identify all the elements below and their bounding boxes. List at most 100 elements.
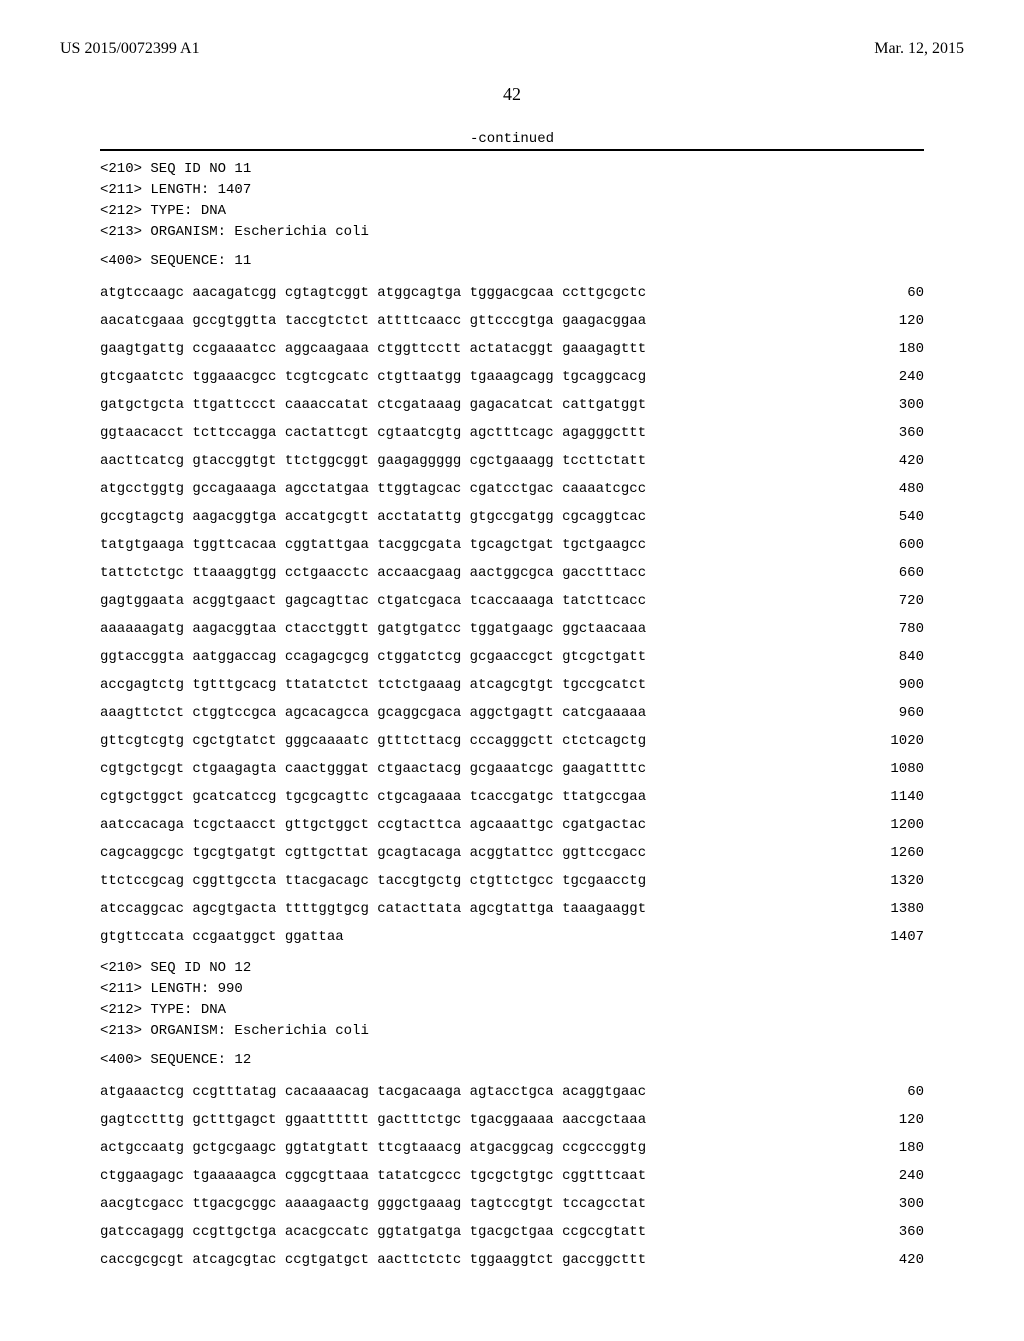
sequence-position: 360: [874, 426, 924, 440]
sequence-position: 360: [874, 1225, 924, 1239]
page: US 2015/0072399 A1 Mar. 12, 2015 42 -con…: [0, 0, 1024, 1341]
sequence-position: 720: [874, 594, 924, 608]
sequence-position: 120: [874, 314, 924, 328]
sequence-groups: gatgctgcta ttgattccct caaaccatat ctcgata…: [100, 398, 646, 412]
sequence-row: aacgtcgacc ttgacgcggc aaaagaactg gggctga…: [100, 1197, 924, 1211]
sequence-groups: ctggaagagc tgaaaaagca cggcgttaaa tatatcg…: [100, 1169, 646, 1183]
content: -continued <210> SEQ ID NO 11 <211> LENG…: [100, 131, 924, 1267]
sequence-row: caccgcgcgt atcagcgtac ccgtgatgct aacttct…: [100, 1253, 924, 1267]
sequence-groups: ttctccgcag cggttgccta ttacgacagc taccgtg…: [100, 874, 646, 888]
page-number: 42: [60, 84, 964, 105]
sequence-row: gccgtagctg aagacggtga accatgcgtt acctata…: [100, 510, 924, 524]
sequence-groups: ggtaacacct tcttccagga cactattcgt cgtaatc…: [100, 426, 646, 440]
continued-label: -continued: [100, 131, 924, 147]
sequence-position: 600: [874, 538, 924, 552]
seq11-title: <400> SEQUENCE: 11: [100, 251, 924, 272]
sequence-groups: aacatcgaaa gccgtggtta taccgtctct attttca…: [100, 314, 646, 328]
sequence-row: gatccagagg ccgttgctga acacgccatc ggtatga…: [100, 1225, 924, 1239]
sequence-groups: cgtgctgcgt ctgaagagta caactgggat ctgaact…: [100, 762, 646, 776]
sequence-row: gaagtgattg ccgaaaatcc aggcaagaaa ctggttc…: [100, 342, 924, 356]
sequence-position: 1140: [874, 790, 924, 804]
sequence-row: ctggaagagc tgaaaaagca cggcgttaaa tatatcg…: [100, 1169, 924, 1183]
sequence-position: 300: [874, 1197, 924, 1211]
sequence-row: atgtccaagc aacagatcgg cgtagtcggt atggcag…: [100, 286, 924, 300]
sequence-position: 960: [874, 706, 924, 720]
sequence-row: cgtgctggct gcatcatccg tgcgcagttc ctgcaga…: [100, 790, 924, 804]
sequence-row: aaaaaagatg aagacggtaa ctacctggtt gatgtga…: [100, 622, 924, 636]
sequence-groups: aaaaaagatg aagacggtaa ctacctggtt gatgtga…: [100, 622, 646, 636]
sequence-position: 300: [874, 398, 924, 412]
publication-number: US 2015/0072399 A1: [60, 40, 200, 58]
sequence-position: 1407: [874, 930, 924, 944]
sequence-position: 1080: [874, 762, 924, 776]
sequence-groups: gtgttccata ccgaatggct ggattaa: [100, 930, 344, 944]
sequence-position: 240: [874, 370, 924, 384]
sequence-groups: atgaaactcg ccgtttatag cacaaaacag tacgaca…: [100, 1085, 646, 1099]
divider-top: [100, 149, 924, 151]
sequence-row: tattctctgc ttaaaggtgg cctgaacctc accaacg…: [100, 566, 924, 580]
sequence-position: 1260: [874, 846, 924, 860]
sequence-row: gagtcctttg gctttgagct ggaatttttt gactttc…: [100, 1113, 924, 1127]
sequence-row: accgagtctg tgtttgcacg ttatatctct tctctga…: [100, 678, 924, 692]
sequence-position: 780: [874, 622, 924, 636]
sequence-groups: accgagtctg tgtttgcacg ttatatctct tctctga…: [100, 678, 646, 692]
sequence-position: 480: [874, 482, 924, 496]
sequence-groups: gtcgaatctc tggaaacgcc tcgtcgcatc ctgttaa…: [100, 370, 646, 384]
sequence-groups: gccgtagctg aagacggtga accatgcgtt acctata…: [100, 510, 646, 524]
seq11-meta: <210> SEQ ID NO 11 <211> LENGTH: 1407 <2…: [100, 159, 924, 243]
sequence-position: 540: [874, 510, 924, 524]
sequence-groups: tattctctgc ttaaaggtgg cctgaacctc accaacg…: [100, 566, 646, 580]
sequence-row: gtcgaatctc tggaaacgcc tcgtcgcatc ctgttaa…: [100, 370, 924, 384]
seq11-rows: atgtccaagc aacagatcgg cgtagtcggt atggcag…: [100, 286, 924, 944]
sequence-groups: gatccagagg ccgttgctga acacgccatc ggtatga…: [100, 1225, 646, 1239]
sequence-position: 420: [874, 1253, 924, 1267]
sequence-groups: atccaggcac agcgtgacta ttttggtgcg catactt…: [100, 902, 646, 916]
sequence-position: 60: [874, 1085, 924, 1099]
sequence-groups: gaagtgattg ccgaaaatcc aggcaagaaa ctggttc…: [100, 342, 646, 356]
sequence-groups: atgcctggtg gccagaaaga agcctatgaa ttggtag…: [100, 482, 646, 496]
sequence-row: aacatcgaaa gccgtggtta taccgtctct attttca…: [100, 314, 924, 328]
sequence-position: 420: [874, 454, 924, 468]
sequence-row: gtgttccata ccgaatggct ggattaa 1407: [100, 930, 924, 944]
sequence-groups: gagtggaata acggtgaact gagcagttac ctgatcg…: [100, 594, 646, 608]
sequence-row: aatccacaga tcgctaacct gttgctggct ccgtact…: [100, 818, 924, 832]
sequence-row: cgtgctgcgt ctgaagagta caactgggat ctgaact…: [100, 762, 924, 776]
sequence-position: 1200: [874, 818, 924, 832]
sequence-groups: cagcaggcgc tgcgtgatgt cgttgcttat gcagtac…: [100, 846, 646, 860]
sequence-position: 180: [874, 342, 924, 356]
sequence-row: tatgtgaaga tggttcacaa cggtattgaa tacggcg…: [100, 538, 924, 552]
sequence-groups: aacgtcgacc ttgacgcggc aaaagaactg gggctga…: [100, 1197, 646, 1211]
publication-date: Mar. 12, 2015: [874, 40, 964, 58]
sequence-position: 1020: [874, 734, 924, 748]
sequence-row: aacttcatcg gtaccggtgt ttctggcggt gaagagg…: [100, 454, 924, 468]
sequence-groups: aacttcatcg gtaccggtgt ttctggcggt gaagagg…: [100, 454, 646, 468]
sequence-groups: aatccacaga tcgctaacct gttgctggct ccgtact…: [100, 818, 646, 832]
sequence-groups: gttcgtcgtg cgctgtatct gggcaaaatc gtttctt…: [100, 734, 646, 748]
seq12-meta: <210> SEQ ID NO 12 <211> LENGTH: 990 <21…: [100, 958, 924, 1042]
sequence-groups: ggtaccggta aatggaccag ccagagcgcg ctggatc…: [100, 650, 646, 664]
sequence-groups: actgccaatg gctgcgaagc ggtatgtatt ttcgtaa…: [100, 1141, 646, 1155]
sequence-row: atgcctggtg gccagaaaga agcctatgaa ttggtag…: [100, 482, 924, 496]
sequence-groups: aaagttctct ctggtccgca agcacagcca gcaggcg…: [100, 706, 646, 720]
sequence-row: gatgctgcta ttgattccct caaaccatat ctcgata…: [100, 398, 924, 412]
sequence-position: 240: [874, 1169, 924, 1183]
sequence-position: 900: [874, 678, 924, 692]
sequence-position: 840: [874, 650, 924, 664]
header-row: US 2015/0072399 A1 Mar. 12, 2015: [60, 40, 964, 58]
sequence-position: 1320: [874, 874, 924, 888]
sequence-groups: gagtcctttg gctttgagct ggaatttttt gactttc…: [100, 1113, 646, 1127]
sequence-position: 660: [874, 566, 924, 580]
sequence-row: cagcaggcgc tgcgtgatgt cgttgcttat gcagtac…: [100, 846, 924, 860]
sequence-position: 60: [874, 286, 924, 300]
sequence-row: actgccaatg gctgcgaagc ggtatgtatt ttcgtaa…: [100, 1141, 924, 1155]
seq12-rows: atgaaactcg ccgtttatag cacaaaacag tacgaca…: [100, 1085, 924, 1267]
sequence-groups: cgtgctggct gcatcatccg tgcgcagttc ctgcaga…: [100, 790, 646, 804]
seq12-title: <400> SEQUENCE: 12: [100, 1050, 924, 1071]
sequence-position: 1380: [874, 902, 924, 916]
sequence-position: 180: [874, 1141, 924, 1155]
sequence-row: gagtggaata acggtgaact gagcagttac ctgatcg…: [100, 594, 924, 608]
sequence-groups: tatgtgaaga tggttcacaa cggtattgaa tacggcg…: [100, 538, 646, 552]
sequence-row: atccaggcac agcgtgacta ttttggtgcg catactt…: [100, 902, 924, 916]
sequence-row: ttctccgcag cggttgccta ttacgacagc taccgtg…: [100, 874, 924, 888]
sequence-row: gttcgtcgtg cgctgtatct gggcaaaatc gtttctt…: [100, 734, 924, 748]
